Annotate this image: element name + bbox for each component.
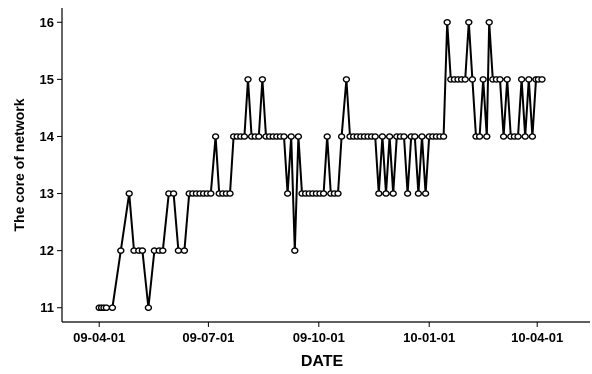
data-point <box>283 190 292 197</box>
x-tick-label: 09-07-01 <box>182 330 234 345</box>
data-point <box>125 190 133 197</box>
y-axis-title: The core of network <box>11 98 27 231</box>
x-axis-ticks: 09-04-01 09-07-01 09-10-01 10-01-01 10-04-01 <box>73 322 563 345</box>
data-point <box>443 18 451 26</box>
data-point <box>528 133 537 140</box>
data-point <box>294 133 303 140</box>
data-point <box>378 133 387 140</box>
data-point <box>439 133 448 140</box>
data-point <box>207 190 215 197</box>
data-point <box>525 76 533 83</box>
y-axis-ticks: 11 12 13 14 15 16 <box>40 15 62 315</box>
data-point <box>421 190 430 197</box>
data-point <box>117 247 125 254</box>
data-point <box>287 133 295 140</box>
axes <box>61 8 590 323</box>
data-point <box>411 133 419 140</box>
x-tick-label: 09-04-01 <box>73 330 125 345</box>
series-layer <box>95 18 546 312</box>
data-point <box>323 133 331 140</box>
data-point <box>475 133 484 140</box>
data-point <box>483 133 491 140</box>
data-point <box>499 133 508 140</box>
data-point <box>174 247 183 254</box>
data-point <box>144 304 153 312</box>
data-point <box>479 76 487 83</box>
series-line <box>99 21 542 309</box>
data-point <box>375 190 383 197</box>
data-point <box>319 190 328 197</box>
x-tick-label: 09-10-01 <box>293 330 345 345</box>
data-point <box>403 190 412 197</box>
data-point <box>465 18 473 26</box>
data-point <box>517 76 526 83</box>
data-point <box>255 133 263 140</box>
data-point <box>461 76 469 83</box>
data-point <box>159 247 167 254</box>
data-point <box>385 133 394 140</box>
y-tick-label: 11 <box>40 300 54 315</box>
y-tick-label: 13 <box>40 186 54 201</box>
data-point <box>538 76 546 83</box>
data-point <box>496 76 504 83</box>
data-point <box>400 133 408 140</box>
data-point <box>521 133 529 140</box>
data-point <box>180 247 189 254</box>
x-tick-label: 10-04-01 <box>511 330 563 345</box>
data-point <box>169 190 178 197</box>
data-point <box>503 76 511 83</box>
data-point <box>514 133 522 140</box>
y-tick-label: 12 <box>40 243 54 258</box>
y-tick-label: 15 <box>40 72 54 87</box>
data-point <box>102 304 111 312</box>
y-tick-label: 16 <box>40 15 54 30</box>
data-point <box>389 190 397 197</box>
data-point <box>337 133 346 140</box>
data-point <box>211 133 220 140</box>
data-point <box>258 76 267 83</box>
data-point <box>138 247 147 254</box>
data-point <box>468 76 477 83</box>
data-point <box>108 304 117 312</box>
data-point <box>371 133 379 140</box>
data-point <box>382 190 390 197</box>
y-tick-label: 14 <box>40 129 55 144</box>
data-point <box>226 190 234 197</box>
data-point <box>280 133 288 140</box>
data-point <box>342 76 351 83</box>
data-point <box>240 133 249 140</box>
x-tick-label: 10-01-01 <box>403 330 455 345</box>
data-point <box>418 133 426 140</box>
data-point <box>485 18 493 26</box>
data-point <box>291 247 299 254</box>
data-point <box>244 76 252 83</box>
data-point <box>414 190 423 197</box>
x-axis-title: DATE <box>301 353 344 370</box>
data-point <box>334 190 342 197</box>
